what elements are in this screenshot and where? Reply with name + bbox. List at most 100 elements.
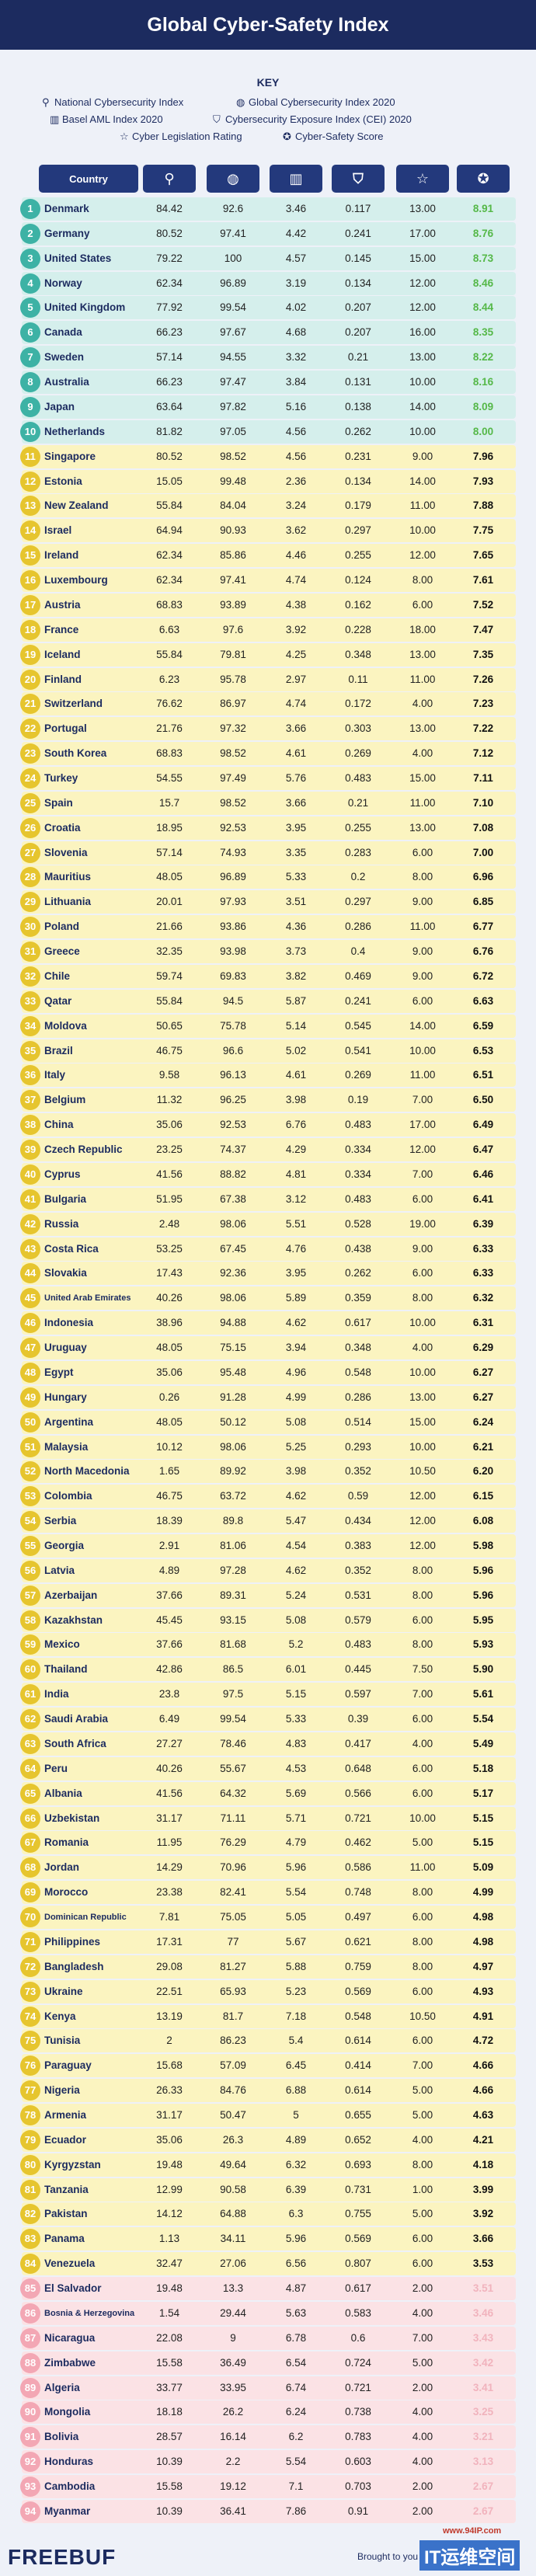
table-row: 6 Canada 66.23 97.67 4.68 0.207 16.00 8.35 [20,321,516,345]
column-icon: ⛉ [332,165,385,193]
index-value: 14.12 [156,2208,183,2220]
index-value: 6.39 [285,2183,307,2195]
table-row: 40 Cyprus 41.56 88.82 4.81 0.334 7.00 6.46 [20,1162,516,1186]
index-value: 68.83 [156,598,183,611]
country-name: Saudi Arabia [44,1713,109,1725]
index-value: 55.84 [156,648,183,660]
table-row: 38 China 35.06 92.53 6.76 0.483 17.00 6.49 [20,1113,516,1137]
index-value: 5.14 [285,1019,307,1032]
index-value: 26.2 [222,2406,244,2418]
index-value: 0.269 [345,747,371,760]
index-value: 22.51 [156,1985,183,1997]
table-row: 1 Denmark 84.42 92.6 3.46 0.117 13.00 8.91 [20,197,516,221]
index-value: 97.5 [222,1688,244,1701]
index-value: 4.74 [285,574,307,587]
index-value: 32.47 [156,2257,183,2270]
index-value: 10.00 [409,1440,436,1453]
country-name: Uruguay [44,1342,87,1354]
country-name: Lithuania [44,896,91,908]
safety-score: 6.21 [472,1440,494,1453]
index-value: 4.57 [285,252,307,264]
table-row: 24 Turkey 54.55 97.49 5.76 0.483 15.00 7.11 [20,767,516,790]
index-value: 3.35 [285,846,307,858]
index-value: 0.26 [158,1391,180,1403]
index-value: 10.00 [409,1317,436,1329]
index-value: 2 [166,2035,172,2047]
index-value: 89.92 [220,1465,246,1478]
index-value: 0.579 [345,1613,371,1626]
rank-badge: 4 [20,273,40,294]
index-value: 40.26 [156,1762,183,1774]
index-value: 18.95 [156,821,183,834]
index-value: 74.93 [220,846,246,858]
country-name: Costa Rica [44,1242,99,1255]
safety-score: 3.25 [472,2406,494,2418]
safety-score: 6.15 [472,1490,494,1502]
table-row: 75 Tunisia 2 86.23 5.4 0.614 6.00 4.72 [20,2029,516,2053]
table-row: 81 Tanzania 12.99 90.58 6.39 0.731 1.00 3.99 [20,2177,516,2202]
index-value: 10.50 [409,2010,436,2022]
table-row: 5 United Kingdom 77.92 99.54 4.02 0.207 12.00 8… [20,296,516,320]
table-row: 93 Cambodia 15.58 19.12 7.1 0.703 2.00 2.67 [20,2475,516,2499]
index-value: 4.02 [285,301,307,314]
index-value: 0.138 [345,400,371,413]
index-value: 6.54 [285,2356,307,2369]
index-value: 66.23 [156,326,183,339]
index-value: 0.6 [350,2331,366,2344]
safety-score: 7.35 [472,648,494,660]
index-value: 86.97 [220,698,246,710]
rank-badge: 51 [20,1436,40,1457]
table-row: 71 Philippines 17.31 77 5.67 0.621 8.00 4.98 [20,1930,516,1954]
index-value: 7.00 [412,1688,433,1701]
index-value: 15.7 [158,796,180,809]
index-value: 10.39 [156,2456,183,2468]
safety-score: 2.67 [472,2505,494,2517]
index-value: 31.17 [156,2108,183,2121]
index-value: 64.94 [156,524,183,537]
rank-badge: 1 [20,199,40,219]
index-value: 9.58 [158,1069,180,1081]
index-value: 91.28 [220,1391,246,1403]
index-value: 33.77 [156,2381,183,2393]
country-name: France [44,623,79,635]
safety-score: 7.65 [472,549,494,562]
index-value: 10.00 [409,1044,436,1057]
index-value: 90.58 [220,2183,246,2195]
rank-badge: 44 [20,1263,40,1284]
safety-score: 7.26 [472,673,494,685]
rank-badge: 7 [20,347,40,368]
index-value: 6.00 [412,1762,433,1774]
rank-badge: 80 [20,2154,40,2175]
key-icon: ▥ [50,113,60,125]
index-value: 17.00 [409,1119,436,1131]
index-value: 0.548 [345,1366,371,1378]
safety-score: 8.46 [472,277,494,289]
column-icon: ✪ [457,165,510,193]
country-name: United Arab Emirates [44,1293,131,1304]
column-icon: ☆ [396,165,449,193]
index-value: 4.99 [285,1391,307,1403]
index-value: 53.25 [156,1242,183,1255]
table-row: 85 El Salvador 19.48 13.3 4.87 0.617 2.00 3.51 [20,2277,516,2301]
key-item: Cyber-Safety Score [295,131,384,142]
index-value: 0.483 [345,1119,371,1131]
index-value: 0.348 [345,1342,371,1354]
key-item: Cyber Legislation Rating [132,131,242,142]
index-value: 0.19 [347,1094,369,1106]
country-name: Panama [44,2233,85,2245]
table-row: 25 Spain 15.7 98.52 3.66 0.21 11.00 7.10 [20,791,516,815]
safety-score: 3.53 [472,2257,494,2270]
index-value: 89.31 [220,1589,246,1601]
country-name: Cyprus [44,1168,81,1180]
index-value: 0.703 [345,2480,371,2493]
country-name: Singapore [44,450,96,462]
index-value: 74.37 [220,1144,246,1156]
key-item: Basel AML Index 2020 [62,113,163,125]
index-value: 7.50 [412,1663,433,1676]
footer-logo: FREEBUF [8,2545,117,2569]
safety-score: 4.18 [472,2158,494,2170]
index-value: 4.36 [285,921,307,933]
rank-badge: 88 [20,2352,40,2373]
safety-score: 5.96 [472,1589,494,1601]
index-value: 4.00 [412,698,433,710]
